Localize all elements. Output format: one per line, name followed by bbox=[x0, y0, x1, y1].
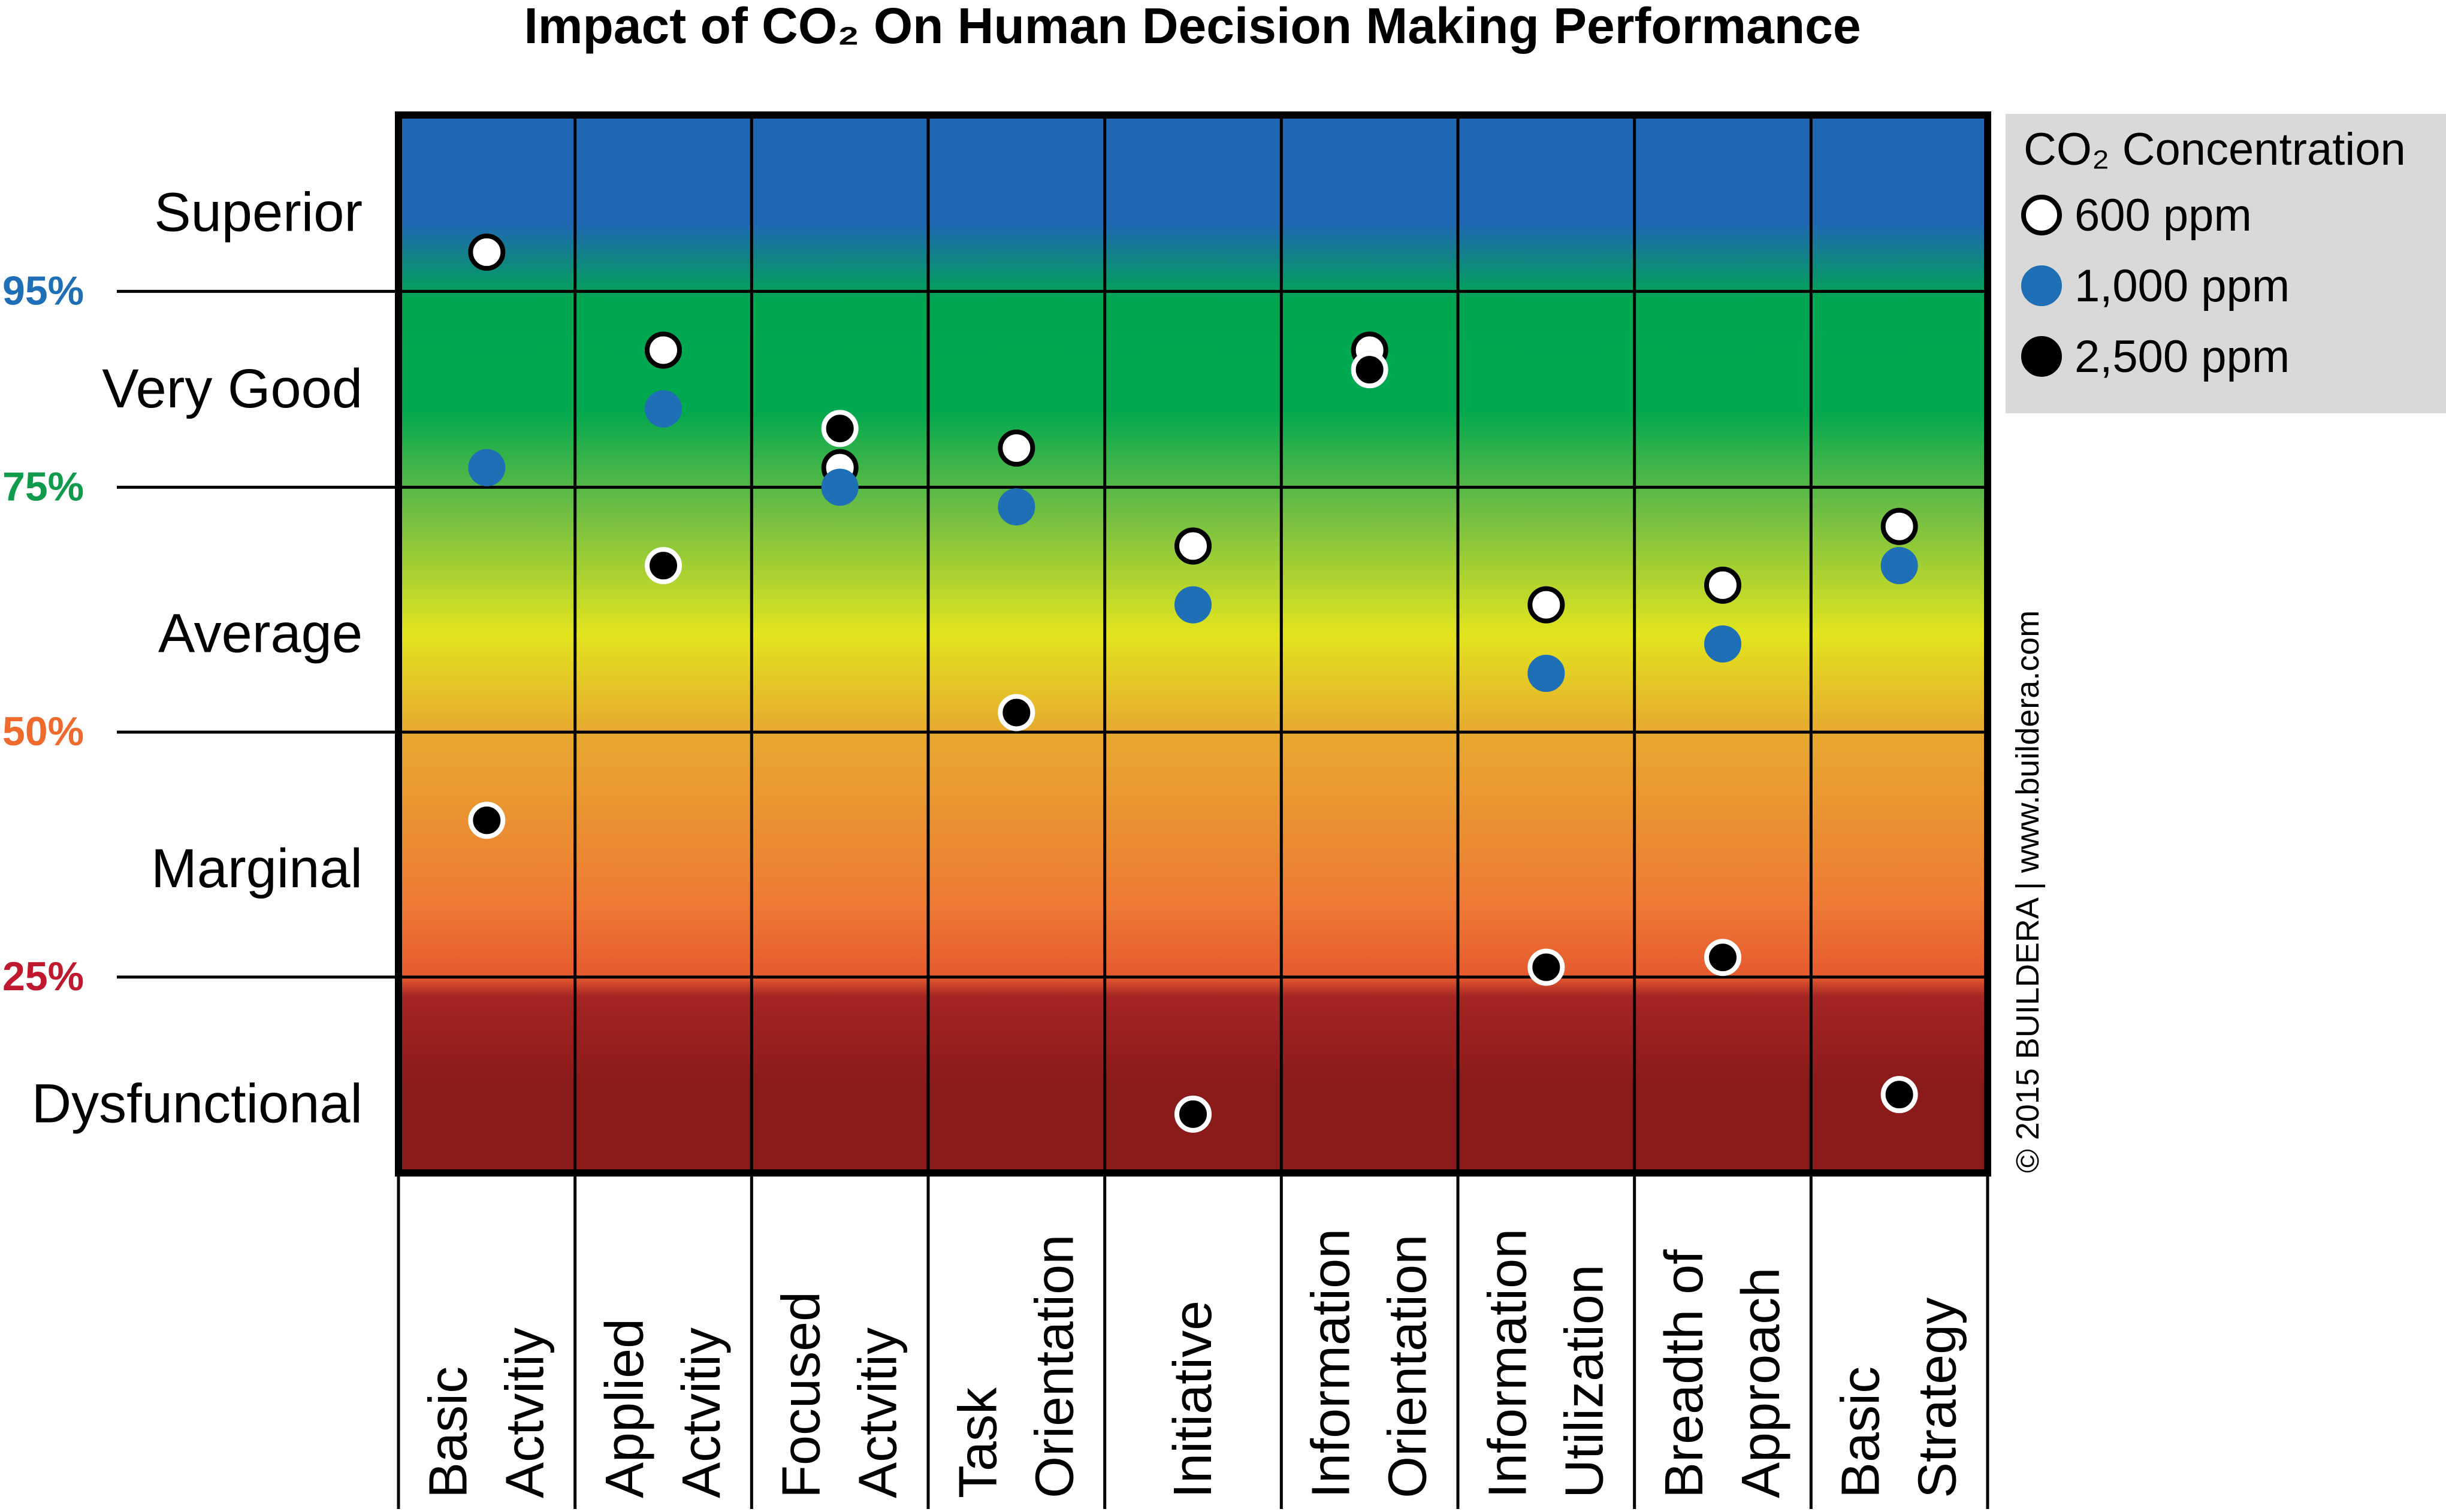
point-600-ppm bbox=[1527, 586, 1565, 624]
point-600-ppm bbox=[1880, 507, 1918, 545]
level-label-dysfunctional: Dysfunctional bbox=[32, 1073, 363, 1135]
category-label: Applied bbox=[595, 1319, 655, 1498]
point-1-000-ppm bbox=[1527, 655, 1565, 693]
category-label: Orientation bbox=[1378, 1235, 1438, 1498]
legend-marker bbox=[2021, 195, 2062, 235]
threshold-label-50: 50% bbox=[2, 709, 84, 754]
point-1-000-ppm bbox=[1880, 547, 1918, 585]
point-2-500-ppm bbox=[821, 410, 859, 447]
point-2-500-ppm bbox=[998, 694, 1035, 731]
category-label: Information bbox=[1478, 1229, 1538, 1498]
legend-label: 2,500 ppm bbox=[2074, 331, 2290, 382]
point-1-000-ppm bbox=[1174, 586, 1212, 624]
point-1-000-ppm bbox=[645, 390, 682, 428]
category-label: Actvitiy bbox=[495, 1327, 555, 1498]
point-2-500-ppm bbox=[645, 547, 682, 585]
point-600-ppm bbox=[645, 331, 682, 369]
threshold-label-25: 25% bbox=[2, 954, 84, 999]
point-2-500-ppm bbox=[1527, 948, 1565, 986]
category-label: Basic bbox=[418, 1366, 478, 1498]
level-label-average: Average bbox=[158, 603, 363, 664]
legend-marker bbox=[2021, 265, 2062, 306]
legend-marker bbox=[2021, 336, 2062, 377]
point-600-ppm bbox=[1174, 527, 1212, 565]
point-600-ppm bbox=[1704, 566, 1741, 604]
legend-box bbox=[2006, 114, 2446, 413]
threshold-label-75: 75% bbox=[2, 464, 84, 509]
point-600-ppm bbox=[468, 233, 506, 271]
point-1-000-ppm bbox=[998, 488, 1035, 526]
point-2-500-ppm bbox=[468, 802, 506, 839]
level-label-marginal: Marginal bbox=[151, 838, 363, 899]
legend-label: 1,000 ppm bbox=[2074, 261, 2290, 312]
point-1-000-ppm bbox=[1704, 625, 1741, 663]
category-label: Approach bbox=[1731, 1268, 1791, 1498]
point-2-500-ppm bbox=[1351, 351, 1388, 389]
level-label-very-good: Very Good bbox=[102, 358, 363, 419]
chart-title: Impact of CO₂ On Human Decision Making P… bbox=[524, 0, 1861, 54]
copyright-text: © 2015 BUILDERA | www.buildera.com bbox=[2010, 610, 2046, 1173]
category-label: Strategy bbox=[1908, 1298, 1968, 1498]
point-1-000-ppm bbox=[821, 468, 859, 506]
category-label: Task bbox=[948, 1387, 1008, 1498]
category-label: Initiative bbox=[1163, 1301, 1223, 1498]
legend-label: 600 ppm bbox=[2074, 190, 2252, 241]
legend-title: CO₂ Concentration bbox=[2024, 124, 2406, 175]
level-label-superior: Superior bbox=[154, 182, 363, 243]
category-label: Orientation bbox=[1025, 1235, 1085, 1498]
category-label: Breadth of bbox=[1654, 1249, 1714, 1498]
plot-background bbox=[398, 115, 1988, 1173]
category-label: Basic bbox=[1831, 1366, 1891, 1498]
category-label: Actvitiy bbox=[672, 1327, 732, 1498]
point-1-000-ppm bbox=[468, 449, 506, 486]
point-2-500-ppm bbox=[1174, 1095, 1212, 1133]
category-label: Utilization bbox=[1554, 1265, 1614, 1498]
point-2-500-ppm bbox=[1704, 939, 1741, 976]
threshold-label-95: 95% bbox=[2, 268, 84, 313]
category-label: Focused bbox=[772, 1292, 832, 1498]
category-label: Actvitiy bbox=[848, 1327, 908, 1498]
point-2-500-ppm bbox=[1880, 1076, 1918, 1114]
point-600-ppm bbox=[998, 429, 1035, 467]
category-label: Information bbox=[1301, 1229, 1361, 1498]
plot-border bbox=[395, 111, 1991, 1177]
